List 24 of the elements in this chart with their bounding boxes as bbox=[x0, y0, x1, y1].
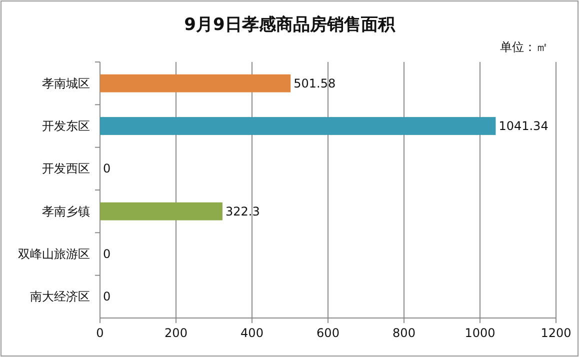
x-tick-label: 800 bbox=[392, 326, 416, 340]
y-tick-label: 孝南城区 bbox=[42, 76, 90, 90]
x-tick-label: 0 bbox=[96, 326, 104, 340]
y-tick-label: 双峰山旅游区 bbox=[18, 247, 90, 261]
x-tick-label: 200 bbox=[164, 326, 188, 340]
y-tick-label: 孝南乡镇 bbox=[42, 204, 90, 218]
bar bbox=[100, 74, 291, 92]
y-tick-label: 南大经济区 bbox=[30, 290, 90, 304]
data-label: 0 bbox=[103, 290, 111, 304]
bar bbox=[100, 202, 222, 220]
data-label: 322.3 bbox=[225, 204, 260, 218]
data-label: 501.58 bbox=[294, 76, 336, 90]
data-label: 0 bbox=[103, 247, 111, 261]
x-tick-label: 600 bbox=[316, 326, 340, 340]
bar bbox=[100, 117, 496, 135]
data-label: 1041.34 bbox=[498, 119, 548, 133]
data-label: 0 bbox=[103, 162, 111, 176]
text: 单位：㎡ bbox=[500, 40, 548, 54]
y-tick-label: 开发东区 bbox=[42, 119, 90, 133]
x-tick-label: 400 bbox=[240, 326, 264, 340]
x-tick-label: 1200 bbox=[540, 326, 572, 340]
y-tick-label: 开发西区 bbox=[42, 162, 90, 176]
chart-title: 9月9日孝感商品房销售面积 bbox=[184, 15, 396, 35]
x-tick-label: 1000 bbox=[464, 326, 496, 340]
